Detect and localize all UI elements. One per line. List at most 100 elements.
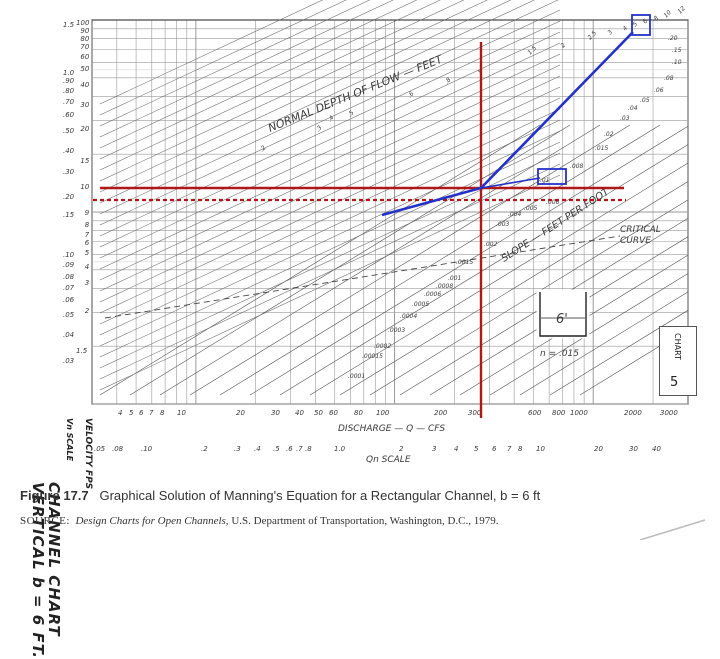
figure-label: Figure 17.7: [20, 488, 89, 503]
selected-slope-box: [537, 168, 567, 185]
qn-scale-label: Qn SCALE: [366, 455, 411, 465]
discharge-tick-label: 800: [552, 409, 566, 417]
slope-value-label: .10: [672, 59, 682, 66]
slope-curve: [99, 0, 465, 171]
slope-axis-label: SLOPE — FEET PER FOOT: [500, 186, 612, 264]
slope-value-label: .006: [546, 199, 560, 206]
discharge-tick-label: 8: [160, 409, 165, 417]
slope-value-label: .0008: [436, 283, 453, 290]
qn-tick-label: 4: [454, 445, 458, 453]
discharge-tick-label: 300: [468, 409, 482, 417]
slope-value-label: .02: [604, 131, 614, 138]
depth-value-label: 4: [621, 25, 629, 33]
discharge-tick-label: 7: [149, 409, 154, 417]
velocity-tick-label: 3: [85, 279, 89, 287]
velocity-tick-label: 90: [80, 27, 89, 35]
velocity-tick-label: 60: [80, 53, 89, 61]
discharge-tick-label: 60: [329, 409, 338, 417]
source-caption: SOURCE: Design Charts for Open Channels,…: [20, 515, 499, 527]
vn-tick-label: .50: [63, 127, 75, 135]
slope-value-label: .0006: [424, 291, 441, 298]
chart-number-value: 5: [670, 375, 679, 390]
source-title: Design Charts for Open Channels,: [75, 515, 229, 527]
velocity-tick-label: 4: [85, 263, 89, 271]
slope-value-label: .03: [620, 115, 630, 122]
slope-value-label: .0004: [400, 313, 417, 320]
slope-value-label: .004: [508, 211, 522, 218]
velocity-tick-label: 20: [80, 125, 89, 133]
qn-tick-label: .05: [94, 445, 106, 453]
qn-tick-label: 3: [432, 445, 436, 453]
slope-curve: [99, 108, 561, 325]
depth-value-label: 3: [606, 29, 614, 37]
vn-tick-label: .08: [63, 273, 75, 281]
depth-curve: [339, 181, 689, 396]
qn-tick-label: .8: [305, 445, 312, 453]
slope-value-label: .003: [496, 221, 510, 228]
depth-value-label: 10: [662, 9, 672, 19]
qn-tick-label: 7: [507, 445, 512, 453]
depth-value-label: .4: [326, 114, 335, 123]
depth-value-label: 2.5: [586, 30, 598, 42]
slope-value-label: .01: [540, 177, 550, 184]
discharge-tick-label: 5: [129, 409, 134, 417]
slope-value-label: .20: [668, 35, 678, 42]
slope-curve: [99, 75, 561, 292]
source-rest: U.S. Department of Transportation, Washi…: [231, 515, 499, 527]
slope-curve: [99, 0, 324, 105]
depth-curves: [99, 124, 689, 396]
critical-curve: [104, 235, 621, 319]
vn-tick-label: 1.5: [63, 21, 75, 29]
qn-tick-label: .3: [234, 445, 241, 453]
slope-curve: [99, 0, 488, 182]
velocity-tick-label: 10: [80, 183, 89, 191]
slope-value-label: .15: [672, 47, 682, 54]
discharge-axis-label: DISCHARGE — Q — CFS: [338, 424, 445, 434]
qn-tick-label: .5: [273, 445, 280, 453]
discharge-tick-label: 600: [528, 409, 542, 417]
figure-text: Graphical Solution of Manning's Equation…: [99, 488, 541, 503]
slope-value-label: .0003: [388, 327, 405, 334]
chart-title: CHANNEL CHART VERTICAL b = 6 FT.: [29, 482, 63, 659]
depth-curve: [189, 124, 631, 396]
slope-curve: [99, 97, 561, 314]
velocity-tick-label: 6: [85, 239, 90, 247]
vn-tick-label: .70: [63, 98, 75, 106]
velocity-tick-label: 8: [85, 221, 90, 229]
vn-tick-label: .60: [63, 111, 75, 119]
velocity-tick-label: 50: [80, 65, 89, 73]
qn-tick-label: .10: [141, 445, 153, 453]
vn-tick-label: .15: [63, 211, 75, 219]
slope-curve: [99, 163, 561, 380]
velocity-tick-label: 7: [85, 231, 90, 239]
slope-curve: [99, 20, 561, 237]
chart-title-line-1: CHANNEL CHART: [45, 482, 63, 637]
slope-curve: [99, 0, 394, 138]
annotation-overlay: [93, 14, 706, 540]
slope-value-label: .005: [524, 205, 538, 212]
vn-scale-label: Vn SCALE: [65, 418, 74, 462]
qn-tick-label: .7: [296, 445, 303, 453]
depth-value-label: .6: [406, 90, 415, 99]
vn-tick-label: .40: [63, 147, 75, 155]
slope-value-label: .0005: [412, 301, 429, 308]
qn-tick-label: 5: [474, 445, 479, 453]
slope-value-label: .04: [628, 105, 638, 112]
velocity-label: VELOCITY FPS: [83, 418, 93, 490]
vn-tick-label: .20: [63, 193, 75, 201]
section-width-label: 6': [556, 312, 568, 327]
slope-value-label: .0002: [374, 343, 391, 350]
slope-value-label: .08: [664, 75, 674, 82]
depth-curve: [129, 124, 571, 396]
vn-tick-label: .07: [63, 284, 75, 292]
qn-tick-label: 10: [536, 445, 545, 453]
discharge-tick-label: 1000: [570, 409, 588, 417]
velocity-tick-label: 15: [80, 157, 89, 165]
figure-caption: Figure 17.7 Graphical Solution of Mannin…: [20, 488, 540, 503]
depth-curve: [549, 310, 689, 396]
discharge-tick-label: 30: [271, 409, 280, 417]
slope-curve: [99, 0, 535, 204]
discharge-tick-label: 50: [314, 409, 323, 417]
slope-curve: [99, 0, 512, 193]
discharge-tick-label: 100: [376, 409, 390, 417]
